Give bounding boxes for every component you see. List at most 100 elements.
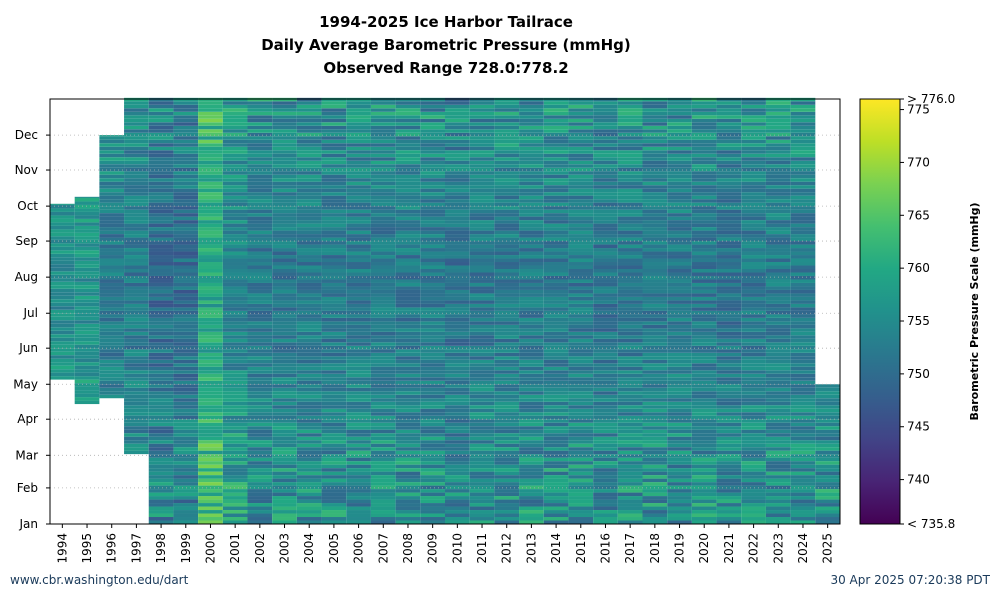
heatmap-cell (469, 181, 495, 186)
heatmap-cell (765, 457, 791, 462)
heatmap-cell (543, 275, 569, 280)
heatmap-cell (272, 496, 297, 500)
footer-source-url[interactable]: www.cbr.washington.edu/dart (10, 573, 189, 587)
heatmap-cell (50, 369, 75, 373)
heatmap-cell (222, 506, 248, 511)
y-tick-label-dec: Dec (15, 128, 38, 142)
heatmap-cell (247, 485, 273, 490)
heatmap-cell (445, 384, 470, 388)
heatmap-cell (148, 471, 174, 476)
heatmap-cell (148, 352, 174, 357)
heatmap-cell (667, 146, 692, 151)
heatmap-cell (519, 213, 544, 217)
heatmap-cell (50, 232, 75, 237)
heatmap-cell (765, 129, 791, 133)
x-tick-label-2006: 2006 (352, 533, 366, 564)
heatmap-cell (173, 206, 199, 210)
heatmap-cell (494, 143, 520, 147)
heatmap-cell (691, 227, 717, 231)
heatmap-cell (642, 160, 668, 165)
heatmap-cell (691, 248, 717, 252)
heatmap-cell (790, 171, 816, 175)
heatmap-cell (691, 293, 717, 297)
heatmap-cell (395, 436, 421, 441)
year-column-2005 (321, 97, 347, 524)
heatmap-cell (617, 108, 643, 112)
heatmap-cell (469, 132, 495, 137)
heatmap-cell (395, 101, 421, 105)
heatmap-cell (370, 384, 396, 388)
heatmap-cell (543, 202, 569, 207)
heatmap-cell (815, 436, 840, 441)
x-tick-label-1996: 1996 (105, 533, 119, 564)
heatmap-cell (568, 324, 594, 329)
heatmap-cell (173, 499, 199, 504)
heatmap-cell (99, 237, 125, 242)
heatmap-cell (667, 202, 692, 207)
heatmap-cell (691, 370, 717, 374)
heatmap-cell (395, 496, 421, 500)
heatmap-cell (445, 279, 470, 283)
heatmap-cell (346, 293, 371, 297)
heatmap-cell (469, 296, 495, 301)
heatmap-cell (222, 213, 248, 217)
heatmap-cell (420, 405, 445, 409)
heatmap-cell (272, 450, 297, 455)
heatmap-cell (716, 408, 742, 413)
heatmap-cell (420, 496, 445, 500)
heatmap-cell (247, 478, 273, 483)
heatmap-cell (642, 213, 668, 217)
heatmap-cell (741, 496, 766, 500)
heatmap-cell (296, 384, 322, 388)
heatmap-cell (74, 264, 100, 268)
heatmap-cell (790, 237, 816, 242)
y-tick-label-feb: Feb (17, 481, 38, 495)
heatmap-cell (50, 344, 75, 349)
heatmap-cell (469, 293, 495, 297)
heatmap-cell (74, 232, 100, 237)
heatmap-cell (148, 520, 174, 524)
heatmap-cell (173, 450, 199, 455)
heatmap-cell (667, 377, 692, 381)
heatmap-cell (617, 241, 643, 245)
heatmap-cell (642, 104, 668, 109)
heatmap-cell (790, 443, 816, 448)
heatmap-cell (148, 485, 174, 490)
heatmap-cell (469, 450, 495, 455)
heatmap-cell (642, 356, 668, 360)
heatmap-cell (519, 303, 544, 308)
heatmap-cell (519, 426, 544, 430)
heatmap-cell (469, 422, 495, 427)
heatmap-cell (370, 171, 396, 175)
heatmap-cell (222, 440, 248, 444)
heatmap-cell (173, 317, 199, 322)
heatmap-cell (716, 384, 742, 388)
heatmap-cell (420, 129, 445, 133)
heatmap-cell (519, 136, 544, 140)
heatmap-cell (173, 209, 199, 214)
heatmap-cell (346, 213, 371, 217)
heatmap-cell (124, 363, 149, 367)
heatmap-cell (346, 160, 371, 165)
heatmap-cell (222, 171, 248, 175)
heatmap-cell (667, 415, 692, 420)
heatmap-cell (247, 496, 273, 500)
heatmap-cell (420, 356, 445, 360)
heatmap-cell (346, 356, 371, 360)
year-column-2025 (815, 384, 840, 524)
y-tick-label-nov: Nov (15, 163, 38, 177)
heatmap-cell (469, 510, 495, 514)
heatmap-cell (494, 153, 520, 158)
heatmap-cell (272, 150, 297, 154)
heatmap-cell (395, 352, 421, 357)
heatmap-cell (321, 345, 347, 350)
heatmap-cell (617, 188, 643, 193)
heatmap-cell (346, 307, 371, 311)
y-tick-label-may: May (13, 377, 38, 391)
heatmap-cell (790, 335, 816, 339)
heatmap-cell (494, 440, 520, 444)
heatmap-cell (691, 345, 717, 350)
heatmap-cell (370, 139, 396, 144)
heatmap-cell (593, 471, 618, 476)
heatmap-cell (790, 506, 816, 511)
